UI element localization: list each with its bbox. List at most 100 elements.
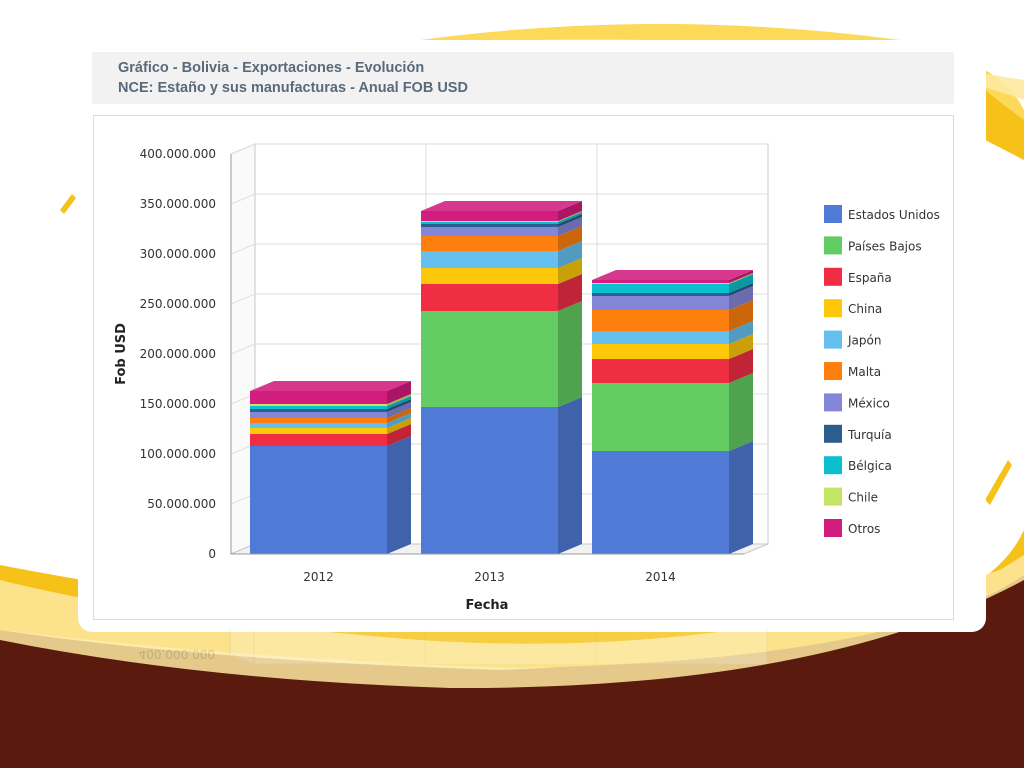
bar-segment-front[interactable] (592, 310, 729, 331)
bar-segment-front[interactable] (421, 221, 558, 222)
legend: Estados Unidos Países Bajos España China Jap… (824, 205, 940, 537)
bar-segment-front[interactable] (592, 451, 729, 554)
legend-swatch (824, 456, 842, 475)
right-yellow-swoosh (985, 90, 1024, 160)
bar-segment-front[interactable] (250, 406, 387, 409)
right-yellow-accent (985, 460, 1012, 505)
bar-segment[interactable] (421, 212, 582, 224)
bar-segment[interactable] (592, 283, 753, 296)
bar-segment[interactable] (421, 301, 582, 407)
bar-segment[interactable] (250, 408, 411, 423)
bar-top (421, 201, 582, 211)
legend-item[interactable]: Países Bajos (824, 236, 922, 255)
bar-segment-front[interactable] (421, 251, 558, 268)
bar-segment[interactable] (421, 226, 582, 251)
bar-segment[interactable] (592, 273, 753, 284)
legend-item[interactable]: Estados Unidos (824, 205, 940, 223)
bar-segment[interactable] (421, 211, 582, 222)
bar-segment-front[interactable] (250, 409, 387, 412)
legend-label: México (848, 396, 890, 410)
bar-segment-front[interactable] (592, 296, 729, 310)
legend-item[interactable]: Chile (824, 487, 878, 506)
bar-segment[interactable] (592, 300, 753, 331)
legend-label: Otros (848, 522, 880, 536)
bar-top (592, 270, 753, 280)
bar-segment[interactable] (592, 321, 753, 344)
bar-segment[interactable] (421, 217, 582, 236)
bar-segment-side (729, 321, 753, 344)
bar-segment[interactable] (421, 397, 582, 554)
bar-segment-front[interactable] (421, 268, 558, 284)
bar-segment-side (558, 241, 582, 268)
bar-segment[interactable] (592, 270, 753, 283)
bar-segment-front[interactable] (421, 284, 558, 311)
bar-segment[interactable] (592, 334, 753, 359)
legend-item[interactable]: Otros (824, 519, 880, 537)
legend-swatch (824, 205, 842, 223)
bar-segment-front[interactable] (250, 418, 387, 423)
bar-segment[interactable] (250, 399, 411, 412)
bar-segment[interactable] (250, 418, 411, 434)
bar-segment-front[interactable] (421, 227, 558, 236)
bar-segment-front[interactable] (421, 224, 558, 227)
bar-segment-side (729, 373, 753, 451)
bar-segment[interactable] (250, 396, 411, 409)
bar-segment[interactable] (421, 201, 582, 221)
bar-segment[interactable] (421, 258, 582, 284)
bar-segment-front[interactable] (250, 404, 387, 406)
bar-segment[interactable] (250, 381, 411, 404)
bar-segment[interactable] (250, 424, 411, 446)
bar-segment-front[interactable] (592, 280, 729, 283)
bar-segment[interactable] (250, 436, 411, 554)
bar-segment-front[interactable] (250, 428, 387, 434)
y-tick-label: 300.000.000 (140, 247, 216, 261)
bar-segment-front[interactable] (250, 412, 387, 418)
bar-segment-front[interactable] (421, 222, 558, 224)
bar-segment-front[interactable] (421, 407, 558, 554)
bar-segment[interactable] (250, 394, 411, 406)
bar-segment-side (558, 201, 582, 221)
bar-segment[interactable] (592, 349, 753, 383)
bar-segment-front[interactable] (421, 236, 558, 251)
legend-label: Japón (847, 334, 881, 348)
x-tick-label: 2012 (303, 570, 334, 584)
bar-segment-side (387, 413, 411, 428)
legend-item[interactable]: Japón (824, 330, 881, 349)
legend-swatch (824, 362, 842, 380)
bar-segment-side (729, 286, 753, 310)
bar-segment-front[interactable] (592, 331, 729, 344)
bar-segment[interactable] (421, 274, 582, 311)
bar-segment-front[interactable] (250, 434, 387, 446)
bar-segment-front[interactable] (592, 284, 729, 293)
bar-segment[interactable] (592, 441, 753, 554)
bar-segment-front[interactable] (592, 383, 729, 451)
bar-segment[interactable] (592, 373, 753, 451)
bar-segment-front[interactable] (592, 344, 729, 359)
legend-swatch (824, 424, 842, 443)
bar-segment-front[interactable] (421, 311, 558, 407)
bar-segment[interactable] (250, 413, 411, 428)
legend-item[interactable]: China (824, 299, 882, 318)
bar-segment-front[interactable] (592, 283, 729, 284)
bar-segment-front[interactable] (250, 446, 387, 554)
bar-segment-front[interactable] (421, 211, 558, 221)
bottom-dark-red-band (0, 560, 1024, 768)
legend-item[interactable]: Malta (824, 362, 881, 380)
y-tick-label: 400.000.000 (140, 147, 216, 161)
legend-item[interactable]: México (824, 393, 890, 412)
bar-segment[interactable] (421, 241, 582, 268)
legend-item[interactable]: Bélgica (824, 456, 892, 475)
y-tick-label: 250.000.000 (140, 297, 216, 311)
bar-segment[interactable] (592, 274, 753, 293)
bar-segment[interactable] (250, 402, 411, 418)
bar-segment-front[interactable] (250, 391, 387, 404)
chart-header: Gráfico - Bolivia - Exportaciones - Evol… (92, 52, 954, 104)
legend-item[interactable]: Turquía (824, 424, 892, 443)
bar-segment[interactable] (592, 286, 753, 310)
bar-segment-front[interactable] (592, 359, 729, 383)
chart-title: Gráfico - Bolivia - Exportaciones - Evol… (118, 60, 425, 76)
bar-segment-front[interactable] (592, 293, 729, 296)
legend-item[interactable]: España (824, 267, 892, 286)
bar-segment[interactable] (421, 214, 582, 227)
bar-segment-front[interactable] (250, 423, 387, 428)
